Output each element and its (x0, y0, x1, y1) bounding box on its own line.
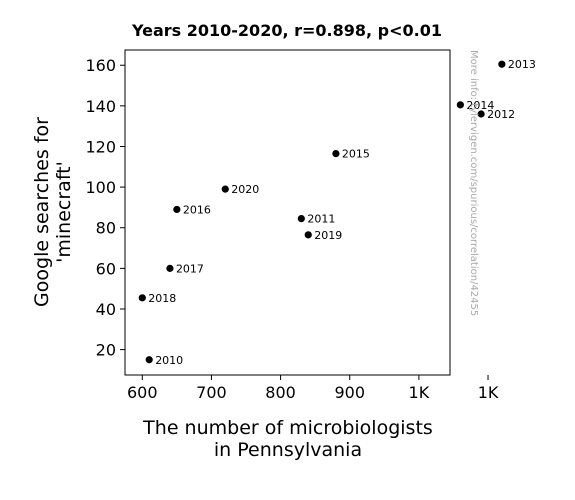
x-tick-label: 600 (127, 383, 158, 402)
data-point-label: 2016 (183, 203, 211, 216)
y-axis-label-line-2: 'minecraft' (53, 161, 75, 263)
y-axis-label: Google searches for 'minecraft' (31, 117, 75, 307)
data-point-label: 2020 (231, 183, 259, 196)
y-tick-label: 60 (96, 259, 116, 278)
data-point (304, 231, 312, 239)
data-point-label: 2010 (155, 354, 183, 367)
data-point (145, 356, 153, 364)
data-point-label: 2013 (508, 58, 536, 71)
x-tick-label: 1K (478, 383, 499, 402)
data-point-label: 2017 (176, 262, 204, 275)
data-point-label: 2012 (487, 108, 515, 121)
y-tick-label: 100 (85, 178, 116, 197)
data-point (332, 149, 340, 158)
x-tick-label: 800 (265, 383, 296, 402)
data-point (221, 185, 229, 193)
x-tick-label: 900 (334, 383, 365, 402)
data-point (477, 110, 485, 118)
y-tick-label: 160 (85, 56, 116, 75)
y-tick-label: 80 (96, 219, 116, 238)
plot-area (124, 49, 451, 376)
y-tick-label: 20 (96, 341, 116, 360)
data-point-label: 2014 (466, 99, 494, 112)
x-axis-ticks: 600 700 800 900 1K 1K (127, 375, 499, 402)
data-point (297, 214, 305, 223)
data-point-label: 2018 (148, 292, 176, 305)
y-tick-label: 140 (85, 97, 116, 116)
data-point (456, 101, 464, 109)
chart-title: Years 2010-2020, r=0.898, p<0.01 (131, 21, 442, 40)
x-tick-label: 700 (196, 383, 227, 402)
data-point (138, 294, 146, 302)
data-points: 2010 2011 2012 2013 2014 2015 2016 2017 2018 2019… (138, 58, 536, 367)
data-point-label: 2019 (314, 229, 342, 242)
y-axis-label-line-1: Google searches for (31, 117, 53, 307)
x-axis-label-line-1: The number of microbiologists (142, 417, 433, 439)
data-point-label: 2011 (307, 213, 335, 226)
data-point (498, 60, 506, 68)
x-tick-label: 1K (409, 383, 430, 402)
y-axis-ticks: 20 40 60 80 100 120 140 160 (85, 56, 125, 360)
data-point-label: 2015 (342, 148, 370, 161)
y-tick-label: 40 (96, 300, 116, 319)
data-point (166, 264, 174, 272)
y-tick-label: 120 (85, 137, 116, 156)
x-axis-label-line-2: in Pennsylvania (214, 439, 362, 461)
watermark-text: More info: tylervigen.com/spurious/corre… (468, 50, 479, 316)
data-point (173, 205, 181, 214)
